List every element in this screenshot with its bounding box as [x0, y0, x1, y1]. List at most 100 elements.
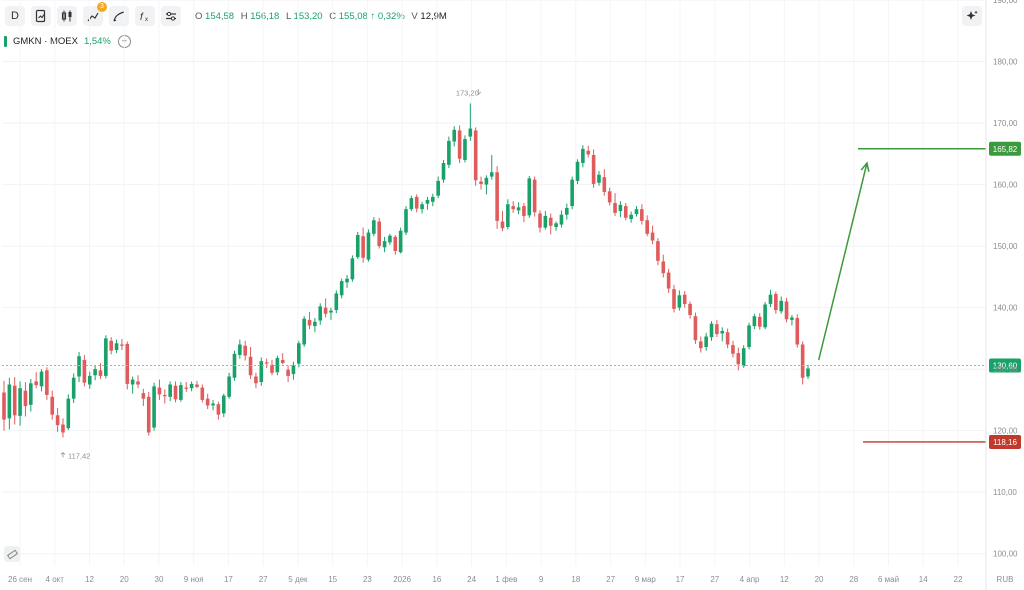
interval-label: D	[11, 10, 19, 22]
candle-body	[318, 306, 323, 321]
candle-body	[7, 384, 12, 419]
candle-body	[420, 204, 424, 210]
candle-body	[366, 232, 371, 260]
low-marker-arrow-icon	[60, 452, 66, 458]
high-marker-label: 173,20	[456, 88, 479, 97]
svg-text:x: x	[145, 17, 148, 23]
candle-body	[607, 191, 612, 203]
candle-body	[404, 209, 408, 233]
candle-body	[313, 321, 317, 327]
price-tick-label: 130,00	[993, 365, 1018, 374]
candle-body	[457, 130, 462, 159]
candle-body	[629, 214, 633, 220]
time-tick-label: 27	[606, 575, 615, 584]
ai-assistant-button[interactable]	[962, 6, 982, 26]
time-tick-label: 12	[85, 575, 94, 584]
time-tick-label: 2026	[393, 575, 411, 584]
candle-body	[736, 353, 741, 365]
candle-body	[350, 258, 355, 280]
current-price-badge	[989, 358, 1021, 373]
candle-body	[323, 307, 328, 314]
candle-body	[77, 356, 81, 377]
overlays-layer: 173,20 117,42 130,60 165,82 118,16	[2, 88, 1021, 461]
time-tick-label: 23	[363, 575, 372, 584]
candle-body	[382, 241, 387, 248]
ruler-button[interactable]	[4, 546, 20, 562]
symbol-change: 1,54%	[83, 35, 111, 47]
sliders-icon	[166, 11, 176, 21]
candle-body	[709, 323, 714, 338]
price-axis: 190,00 180,00 170,00 160,00 150,00 140,00 130,…	[985, 0, 1018, 590]
candle-body	[345, 278, 349, 283]
time-tick-label: 22	[954, 575, 963, 584]
candle-body	[559, 214, 564, 225]
candle-body	[291, 365, 296, 375]
candle-body	[216, 404, 221, 415]
candle-body	[774, 294, 778, 311]
candle-body	[168, 384, 172, 397]
candle-body	[741, 348, 746, 367]
candle-body	[221, 395, 226, 414]
candle-body	[511, 206, 515, 210]
candle-body	[441, 163, 446, 180]
time-tick-label: 30	[155, 575, 164, 584]
candle-body	[500, 221, 505, 229]
candle-body	[205, 398, 210, 406]
time-tick-label: 17	[676, 575, 685, 584]
stop-price-label: 118,16	[993, 438, 1017, 447]
time-tick-label: 1 фев	[495, 575, 517, 584]
time-tick-label: 15	[328, 575, 337, 584]
candle-body	[87, 375, 92, 385]
candle-body	[645, 220, 649, 234]
symbol-ticker[interactable]: GMKN	[13, 35, 42, 47]
indicator-line-icon	[87, 12, 99, 22]
candle-body	[238, 344, 242, 355]
candle-body	[130, 379, 135, 385]
ruler-icon	[6, 549, 18, 559]
candle-body	[189, 383, 194, 389]
candle-body	[779, 300, 783, 312]
compare-button[interactable]	[31, 6, 51, 26]
time-tick-label: 4 апр	[740, 575, 760, 584]
candle-body	[264, 362, 269, 364]
time-axis: 26 сен 4 окт 12 20 30 9 ноя 17 27 5 дек 15 23 2026 1…	[8, 575, 1013, 584]
candle-body	[414, 196, 419, 209]
candle-body	[157, 387, 162, 395]
candle-body	[532, 179, 537, 213]
candle-body	[280, 359, 285, 363]
candle-body	[302, 318, 306, 345]
candle-body	[55, 415, 60, 426]
candle-body	[307, 319, 312, 326]
candle-body	[109, 340, 113, 351]
forecast-arrow-line	[817, 162, 868, 361]
candle-body	[656, 241, 660, 261]
candle-body	[623, 206, 628, 218]
candle-body	[763, 304, 767, 328]
candle-body	[699, 341, 703, 349]
candle-body	[372, 220, 376, 234]
high-marker-arrow-icon	[477, 89, 482, 96]
candle-body	[227, 376, 231, 397]
candle-body	[361, 236, 365, 258]
candle-body	[693, 316, 698, 341]
indicators-button[interactable]: 3	[83, 2, 107, 26]
candle-body	[12, 385, 17, 416]
chart-type-button[interactable]	[57, 6, 77, 26]
candle-body	[259, 361, 264, 383]
low-label: L	[285, 10, 291, 22]
price-tick-label: 120,00	[993, 427, 1018, 436]
candle-body	[195, 384, 199, 387]
candle-body	[548, 217, 553, 226]
candle-body	[388, 235, 392, 243]
candle-body	[581, 148, 585, 164]
candle-body	[211, 403, 215, 406]
candle-body	[120, 344, 124, 346]
settings-button[interactable]	[161, 6, 181, 26]
candle-body	[575, 161, 580, 181]
stop-price-badge	[989, 434, 1021, 449]
time-tick-label: 9 мар	[635, 575, 657, 584]
chart-toolbar: D 3 fx O 154,58 H 156,18 L 153,20 C 155,…	[0, 0, 986, 32]
